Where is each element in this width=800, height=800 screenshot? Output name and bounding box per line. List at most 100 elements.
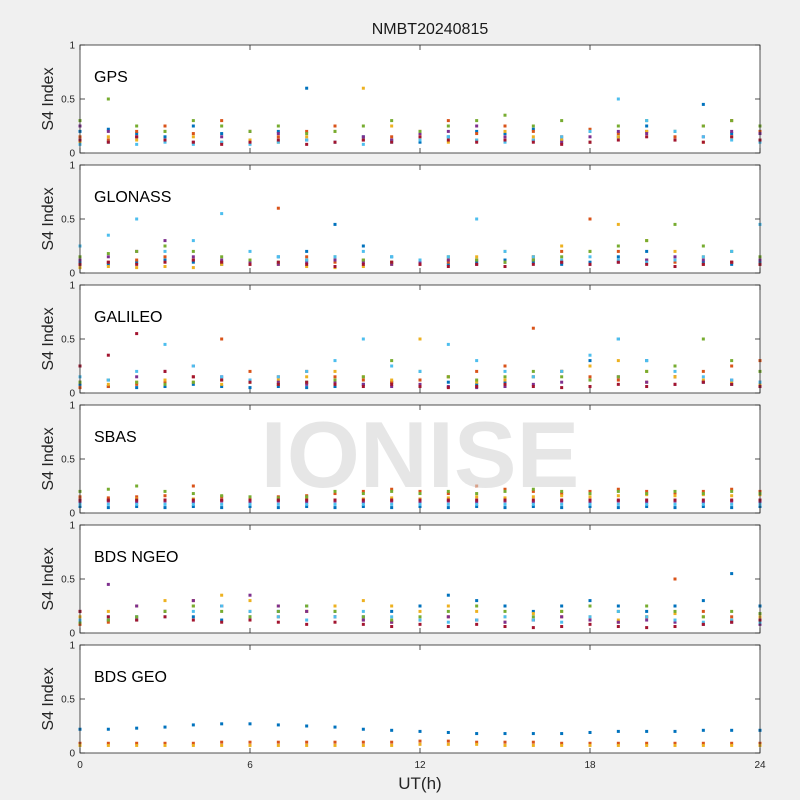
data-point	[361, 609, 365, 613]
data-point	[276, 135, 280, 139]
data-point	[588, 385, 592, 389]
data-point	[106, 385, 110, 389]
data-point	[390, 506, 394, 510]
x-tick-label: 24	[754, 760, 766, 771]
data-point	[333, 378, 337, 382]
data-point	[730, 378, 734, 382]
data-point	[106, 609, 110, 613]
data-point	[560, 604, 564, 608]
data-point	[276, 255, 280, 259]
data-point	[588, 353, 592, 357]
data-point	[645, 135, 649, 139]
data-point	[418, 618, 422, 622]
data-point	[730, 359, 734, 363]
data-point	[305, 262, 309, 266]
watermark: IONISE	[261, 402, 580, 507]
data-point	[673, 258, 677, 262]
data-point	[503, 140, 507, 144]
data-point	[616, 255, 620, 259]
data-point	[730, 728, 734, 732]
data-point	[503, 369, 507, 373]
data-point	[333, 380, 337, 384]
data-point	[361, 382, 365, 386]
data-point	[333, 258, 337, 262]
data-point	[135, 380, 139, 384]
y-tick-label: 0.5	[61, 575, 75, 586]
data-point	[191, 723, 195, 727]
data-point	[220, 743, 224, 747]
data-point	[616, 382, 620, 386]
data-point	[418, 378, 422, 382]
data-point	[701, 505, 705, 509]
data-point	[730, 620, 734, 624]
data-point	[418, 337, 422, 341]
data-point	[333, 265, 337, 269]
data-point	[475, 138, 479, 142]
data-point	[531, 382, 535, 386]
data-point	[616, 487, 620, 491]
series-0	[78, 722, 762, 736]
y-axis-label: S4 Index	[40, 187, 57, 250]
data-point	[475, 369, 479, 373]
data-point	[276, 129, 280, 133]
y-tick-label: 1	[69, 281, 75, 292]
data-point	[616, 97, 620, 101]
data-point	[333, 498, 337, 502]
x-tick-label: 12	[414, 760, 426, 771]
data-point	[645, 129, 649, 133]
subplot-grid: 0 0.5 1 GPS S4 Index 0 0.5 1 GLONASS S4 Index 0 0.5…	[40, 41, 766, 772]
data-point	[446, 498, 450, 502]
data-point	[163, 382, 167, 386]
series-5	[78, 337, 762, 384]
data-point	[560, 380, 564, 384]
data-point	[503, 615, 507, 619]
data-point	[588, 615, 592, 619]
data-point	[305, 502, 309, 506]
data-point	[730, 138, 734, 142]
data-point	[191, 741, 195, 745]
data-point	[163, 239, 167, 243]
data-point	[531, 500, 535, 504]
data-point	[191, 498, 195, 502]
data-point	[531, 609, 535, 613]
data-point	[531, 487, 535, 491]
data-point	[163, 260, 167, 264]
data-point	[645, 385, 649, 389]
data-point	[276, 375, 280, 379]
data-point	[475, 255, 479, 259]
data-point	[135, 258, 139, 262]
data-point	[220, 385, 224, 389]
panel-label: GLONASS	[94, 189, 171, 206]
data-point	[560, 732, 564, 736]
data-point	[276, 615, 280, 619]
data-point	[616, 743, 620, 747]
data-point	[191, 364, 195, 368]
data-point	[220, 382, 224, 386]
data-point	[333, 255, 337, 259]
data-point	[191, 258, 195, 262]
data-point	[503, 620, 507, 624]
data-point	[531, 743, 535, 747]
data-point	[220, 337, 224, 341]
data-point	[135, 132, 139, 136]
data-point	[730, 364, 734, 368]
panel-label: BDS GEO	[94, 669, 167, 686]
data-point	[361, 502, 365, 506]
plot-frame	[79, 644, 761, 754]
data-point	[220, 604, 224, 608]
data-point	[560, 386, 564, 390]
data-point	[645, 380, 649, 384]
data-point	[305, 500, 309, 504]
data-point	[333, 260, 337, 264]
data-point	[220, 212, 224, 216]
data-point	[616, 375, 620, 379]
data-point	[276, 498, 280, 502]
data-point	[248, 138, 252, 142]
data-point	[305, 258, 309, 262]
data-point	[730, 615, 734, 619]
data-point	[503, 385, 507, 389]
data-point	[390, 364, 394, 368]
data-point	[390, 255, 394, 259]
data-point	[390, 502, 394, 506]
data-point	[418, 609, 422, 613]
